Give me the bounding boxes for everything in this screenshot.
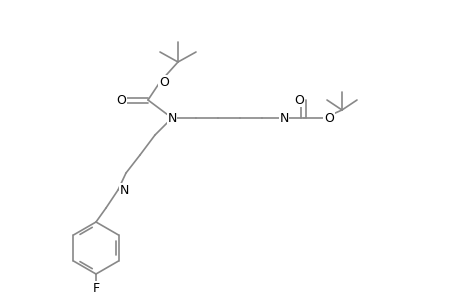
Text: N: N bbox=[119, 184, 129, 196]
Text: N: N bbox=[167, 112, 176, 124]
Text: O: O bbox=[116, 94, 126, 106]
Text: O: O bbox=[293, 94, 303, 106]
Text: O: O bbox=[159, 76, 168, 88]
Text: O: O bbox=[323, 112, 333, 124]
Text: F: F bbox=[92, 281, 99, 295]
Text: N: N bbox=[279, 112, 288, 124]
